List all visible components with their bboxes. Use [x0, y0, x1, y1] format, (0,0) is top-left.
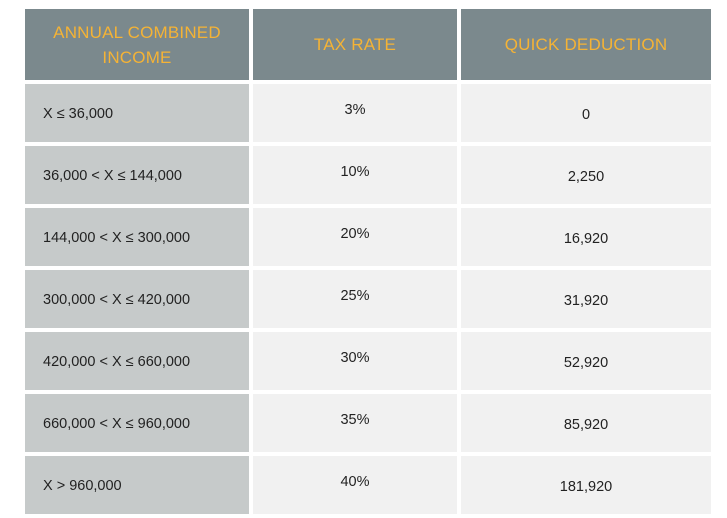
quick-deduction-cell: 31,920 — [461, 270, 711, 328]
tax-rate-cell: 40% — [253, 456, 457, 514]
table-row: X ≤ 36,000 3% 0 — [25, 84, 711, 142]
tax-rate-cell: 25% — [253, 270, 457, 328]
income-bracket-cell: X > 960,000 — [25, 456, 249, 514]
quick-deduction-cell: 85,920 — [461, 394, 711, 452]
tax-rate-cell: 3% — [253, 84, 457, 142]
header-tax-rate: TAX RATE — [253, 9, 457, 80]
income-bracket-cell: 36,000 < X ≤ 144,000 — [25, 146, 249, 204]
table-header-row: ANNUAL COMBINED INCOME TAX RATE QUICK DE… — [25, 9, 711, 80]
income-bracket-cell: 144,000 < X ≤ 300,000 — [25, 208, 249, 266]
tax-rate-cell: 35% — [253, 394, 457, 452]
tax-rate-cell: 20% — [253, 208, 457, 266]
income-bracket-cell: 300,000 < X ≤ 420,000 — [25, 270, 249, 328]
header-annual-combined-income: ANNUAL COMBINED INCOME — [25, 9, 249, 80]
table-row: X > 960,000 40% 181,920 — [25, 456, 711, 514]
quick-deduction-cell: 181,920 — [461, 456, 711, 514]
quick-deduction-cell: 16,920 — [461, 208, 711, 266]
table-row: 144,000 < X ≤ 300,000 20% 16,920 — [25, 208, 711, 266]
header-quick-deduction: QUICK DEDUCTION — [461, 9, 711, 80]
income-bracket-cell: X ≤ 36,000 — [25, 84, 249, 142]
tax-rate-cell: 10% — [253, 146, 457, 204]
table-row: 420,000 < X ≤ 660,000 30% 52,920 — [25, 332, 711, 390]
income-bracket-cell: 420,000 < X ≤ 660,000 — [25, 332, 249, 390]
tax-rate-table: ANNUAL COMBINED INCOME TAX RATE QUICK DE… — [21, 5, 715, 518]
tax-rate-cell: 30% — [253, 332, 457, 390]
quick-deduction-cell: 52,920 — [461, 332, 711, 390]
quick-deduction-cell: 2,250 — [461, 146, 711, 204]
quick-deduction-cell: 0 — [461, 84, 711, 142]
table-row: 36,000 < X ≤ 144,000 10% 2,250 — [25, 146, 711, 204]
income-bracket-cell: 660,000 < X ≤ 960,000 — [25, 394, 249, 452]
table-row: 660,000 < X ≤ 960,000 35% 85,920 — [25, 394, 711, 452]
table-row: 300,000 < X ≤ 420,000 25% 31,920 — [25, 270, 711, 328]
